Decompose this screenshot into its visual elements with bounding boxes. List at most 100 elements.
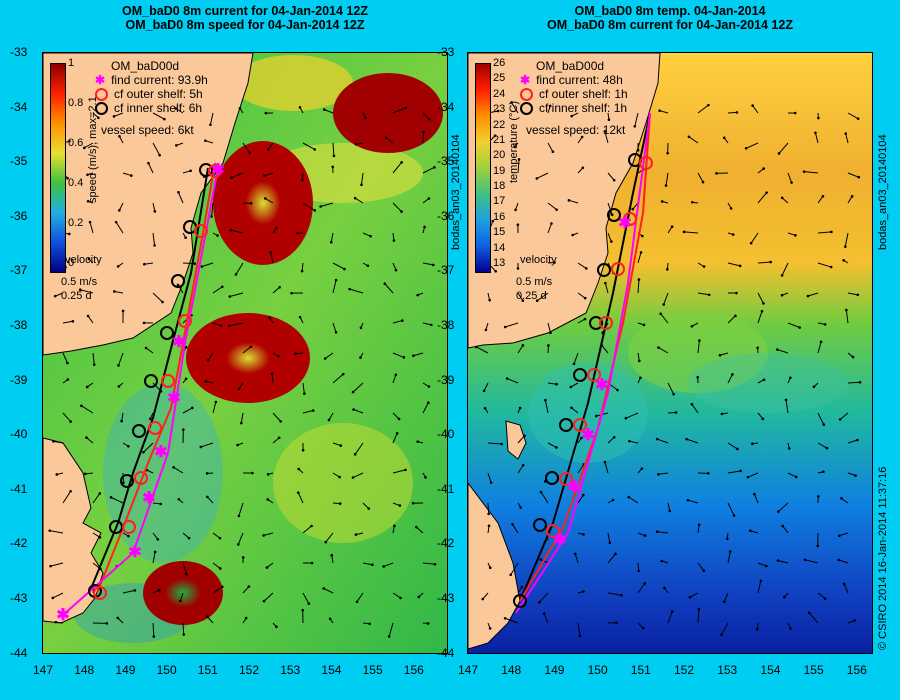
velocity-arrow — [504, 617, 519, 624]
velocity-arrow — [240, 412, 244, 424]
velocity-arrow-head — [114, 220, 118, 224]
velocity-arrow-head — [206, 495, 209, 499]
velocity-arrow — [757, 292, 764, 304]
colorbar-tick-label: 13 — [493, 257, 506, 269]
velocity-arrow-head — [518, 406, 522, 410]
velocity-arrow-head — [158, 153, 161, 157]
lon-tick-label: 151 — [197, 663, 218, 677]
velocity-arrow-head — [728, 550, 732, 553]
velocity-arrow — [665, 172, 669, 186]
velocity-arrow-head — [392, 239, 396, 242]
velocity-arrow-head — [551, 150, 555, 154]
velocity-arrow-head — [266, 148, 270, 151]
velocity-arrow-head — [823, 323, 827, 326]
velocity-arrow-head — [857, 175, 861, 179]
velocity-arrow-head — [230, 176, 233, 180]
velocity-arrow-head — [817, 116, 820, 120]
velocity-arrow — [302, 142, 315, 150]
velocity-arrow-head — [86, 314, 90, 318]
velocity-arrow-head — [764, 564, 768, 568]
velocity-arrow-head — [428, 117, 431, 121]
left-eddy-mid — [186, 313, 310, 403]
velocity-arrow — [658, 472, 669, 475]
velocity-arrow-head — [359, 326, 363, 330]
lat-tick-label: -39 — [437, 372, 455, 387]
velocity-arrow-head — [153, 244, 156, 247]
velocity-arrow-head — [738, 264, 742, 268]
velocity-arrow-head — [666, 268, 669, 271]
velocity-arrow-head — [395, 432, 399, 435]
velocity-arrow-head — [412, 354, 415, 358]
velocity-arrow — [413, 352, 424, 357]
velocity-arrow — [684, 231, 699, 234]
velocity-arrow-head — [262, 534, 265, 537]
velocity-arrow — [628, 496, 639, 504]
velocity-arrow-head — [399, 596, 402, 600]
velocity-arrow-head — [812, 385, 816, 389]
lon-tick-label: 156 — [403, 663, 424, 677]
velocity-arrow — [209, 112, 214, 125]
velocity-arrow — [757, 192, 768, 204]
velocity-arrow-head — [580, 436, 583, 440]
velocity-arrow-head — [423, 225, 426, 229]
velocity-arrow-head — [687, 135, 691, 139]
velocity-arrow-head — [823, 597, 827, 600]
velocity-arrow-head — [402, 356, 406, 359]
velocity-arrow-head — [624, 416, 628, 420]
lat-tick-label: -34 — [437, 99, 455, 114]
velocity-arrow-head — [822, 470, 825, 474]
velocity-arrow-head — [620, 593, 623, 597]
velocity-arrow-head — [484, 328, 488, 332]
velocity-arrow — [747, 472, 759, 478]
velocity-arrow-head — [158, 588, 161, 592]
right-land-tasmania — [468, 482, 521, 650]
velocity-arrow — [782, 525, 789, 534]
velocity-arrow-head — [749, 241, 753, 245]
velocity-arrow-head — [109, 496, 113, 499]
velocity-arrow-head — [262, 599, 266, 603]
velocity-arrow-head — [736, 447, 739, 451]
velocity-arrow — [838, 559, 849, 564]
lon-tick-label: 149 — [115, 663, 136, 677]
velocity-arrow-head — [343, 267, 346, 271]
velocity-arrow-head — [825, 446, 829, 450]
velocity-arrow-head — [731, 373, 734, 376]
velocity-arrow-head — [265, 566, 269, 569]
velocity-arrow-head — [481, 597, 485, 601]
velocity-arrow-head — [697, 523, 701, 526]
velocity-arrow — [115, 221, 124, 234]
velocity-arrow-head — [177, 190, 180, 194]
velocity-arrow-head — [219, 324, 223, 327]
right-track-find — [515, 112, 651, 614]
velocity-arrow-head — [330, 553, 334, 557]
velocity-arrow-head — [582, 533, 585, 536]
velocity-arrow — [122, 172, 132, 177]
velocity-arrow-head — [300, 269, 304, 273]
velocity-arrow-head — [66, 361, 69, 365]
velocity-arrow-head — [398, 504, 402, 507]
velocity-arrow — [634, 112, 639, 127]
velocity-arrow — [62, 412, 72, 422]
velocity-arrow-head — [48, 529, 52, 532]
velocity-arrow-head — [803, 558, 807, 562]
velocity-arrow — [422, 166, 435, 174]
velocity-arrow — [544, 400, 549, 414]
velocity-arrow-head — [153, 210, 157, 213]
velocity-arrow-head — [582, 590, 585, 593]
colorbar-tick-label: 19 — [493, 164, 506, 177]
velocity-arrow-head — [303, 392, 306, 395]
velocity-arrow-head — [542, 612, 546, 615]
velocity-arrow-head — [240, 421, 243, 425]
velocity-arrow-head — [578, 634, 582, 638]
velocity-arrow-head — [182, 428, 185, 431]
velocity-arrow-head — [367, 507, 371, 510]
right-map-panel[interactable]: ✱ ✱ ✱ ✱ ✱ 26 25 24 23 22 21 20 19 18 17 16 15 14 13 temp… — [467, 52, 873, 654]
velocity-arrow-head — [794, 234, 797, 237]
svg-text:✱: ✱ — [172, 334, 185, 351]
velocity-arrow — [845, 133, 849, 144]
velocity-arrow-head — [415, 525, 418, 529]
left-map-panel[interactable]: ✱ ✱ ✱ ✱ ✱ ✱ ✱ 1 0.8 0.6 0.4 0.2 0 speed (m/s), ma… — [42, 52, 448, 654]
velocity-arrow-head — [817, 495, 820, 498]
velocity-arrow-head — [85, 385, 89, 389]
velocity-arrow-head — [814, 131, 817, 135]
